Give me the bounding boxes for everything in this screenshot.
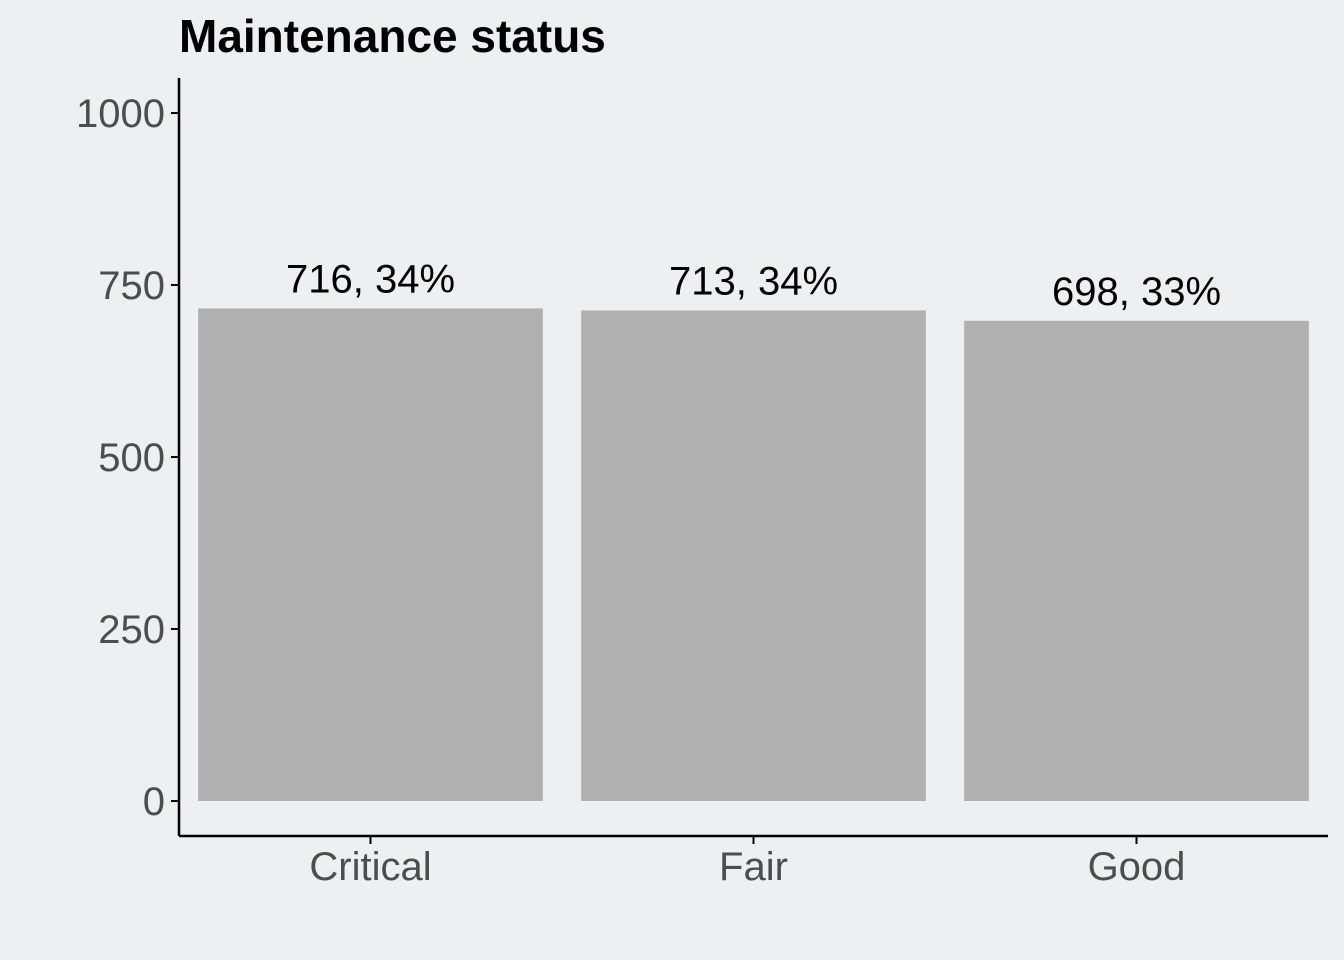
y-tick-label: 250 bbox=[98, 608, 165, 652]
y-tick-label: 750 bbox=[98, 264, 165, 308]
bar-value-label: 713, 34% bbox=[669, 259, 838, 303]
x-axis: Critical Fair Good bbox=[179, 834, 1328, 889]
x-tick-label: Critical bbox=[309, 845, 431, 889]
bar-critical bbox=[198, 308, 543, 801]
bar-value-label: 716, 34% bbox=[286, 257, 455, 301]
bar-value-label: 698, 33% bbox=[1052, 270, 1221, 314]
bar-fair bbox=[581, 310, 926, 801]
x-tick-label: Fair bbox=[719, 845, 788, 889]
bars-group bbox=[198, 308, 1309, 801]
y-tick-label: 0 bbox=[143, 780, 165, 824]
chart-title: Maintenance status bbox=[179, 10, 606, 62]
y-tick-label: 1000 bbox=[76, 92, 165, 136]
y-axis: 0 250 500 750 1000 bbox=[76, 78, 181, 836]
x-tick-label: Good bbox=[1088, 845, 1186, 889]
y-tick-label: 500 bbox=[98, 436, 165, 480]
bar-labels-group: 716, 34% 713, 34% 698, 33% bbox=[286, 257, 1221, 313]
bar-good bbox=[964, 320, 1309, 801]
